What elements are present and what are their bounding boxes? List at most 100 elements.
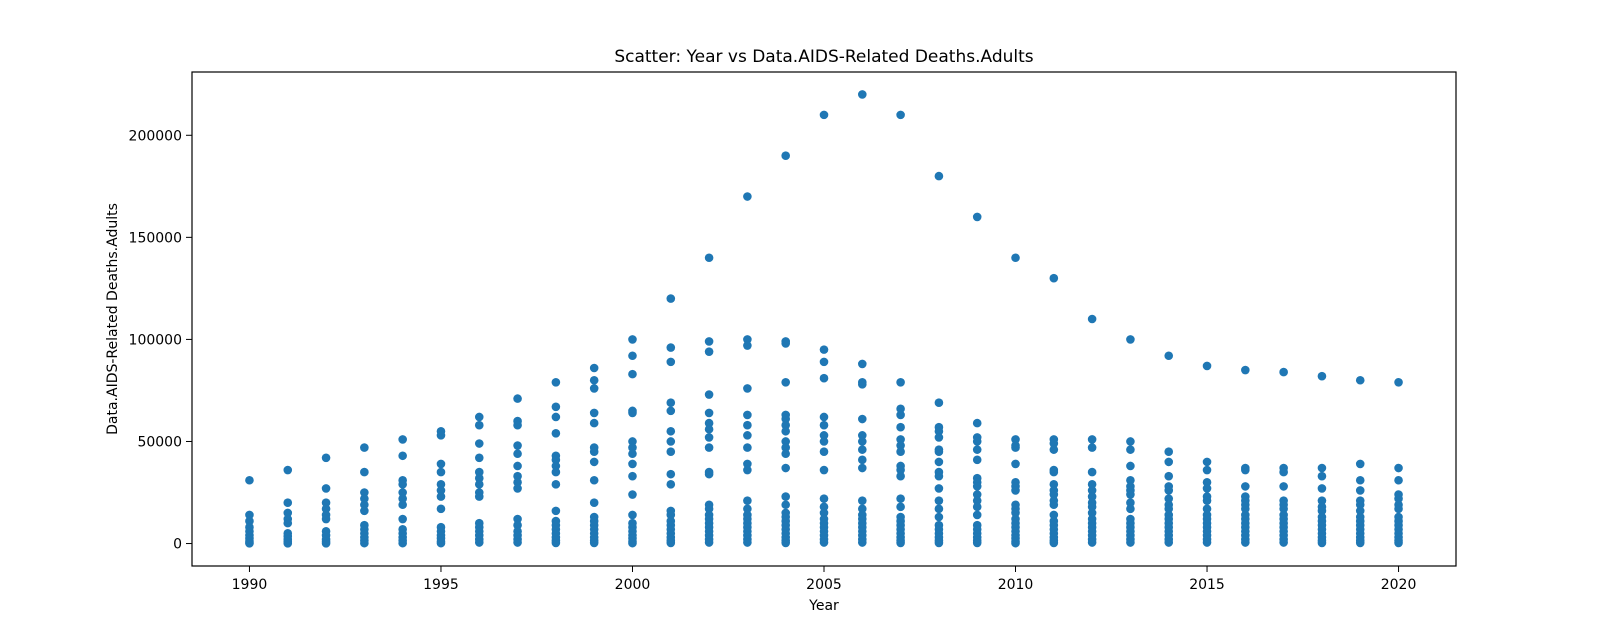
scatter-point xyxy=(858,359,867,369)
scatter-point xyxy=(704,337,714,346)
scatter-point xyxy=(896,441,905,450)
scatter-point xyxy=(1317,496,1327,505)
scatter-point xyxy=(972,510,982,520)
scatter-point xyxy=(1087,480,1097,489)
scatter-point xyxy=(1202,361,1212,371)
scatter-point xyxy=(704,408,714,418)
scatter-point xyxy=(819,447,829,456)
scatter-point xyxy=(896,494,905,503)
scatter-point xyxy=(1087,502,1097,512)
scatter-point xyxy=(819,465,829,475)
scatter-point xyxy=(1126,445,1135,454)
scatter-point xyxy=(1049,467,1059,477)
scatter-point xyxy=(896,447,905,456)
scatter-point xyxy=(398,494,407,503)
scatter-point xyxy=(896,410,905,420)
scatter-point xyxy=(1317,463,1327,473)
scatter-point xyxy=(1126,461,1135,471)
scatter-point xyxy=(781,538,790,548)
scatter-point xyxy=(781,443,790,452)
scatter-point xyxy=(743,335,752,344)
scatter-point xyxy=(666,510,676,520)
scatter-point xyxy=(1241,538,1250,547)
scatter-point xyxy=(666,447,676,456)
scatter-point xyxy=(628,538,637,548)
scatter-point xyxy=(666,294,676,303)
scatter-point xyxy=(704,443,714,452)
scatter-point xyxy=(551,461,561,471)
scatter-point xyxy=(360,488,369,497)
scatter-point xyxy=(321,484,331,493)
scatter-point xyxy=(666,469,676,479)
scatter-point xyxy=(321,498,331,508)
scatter-point xyxy=(1011,459,1020,469)
scatter-point xyxy=(743,420,752,430)
scatter-point xyxy=(1394,475,1403,485)
scatter-point xyxy=(1394,494,1403,503)
scatter-point xyxy=(474,453,484,463)
scatter-point xyxy=(474,492,484,501)
scatter-point xyxy=(589,408,599,418)
scatter-point xyxy=(283,508,293,518)
scatter-point xyxy=(934,538,944,548)
scatter-point xyxy=(398,488,407,497)
scatter-point xyxy=(1049,439,1059,448)
scatter-point xyxy=(1087,508,1097,518)
scatter-point xyxy=(704,347,714,356)
scatter-point xyxy=(743,431,752,440)
scatter-point xyxy=(858,496,867,505)
plot-area-frame xyxy=(191,71,1457,567)
scatter-point xyxy=(858,463,867,473)
scatter-point xyxy=(704,390,714,399)
scatter-point xyxy=(1049,538,1059,548)
scatter-point xyxy=(1164,457,1174,467)
scatter-point xyxy=(972,502,982,512)
scatter-point xyxy=(972,418,982,428)
scatter-point xyxy=(1011,486,1020,495)
scatter-point xyxy=(436,467,446,477)
scatter-point xyxy=(513,478,522,487)
scatter-point xyxy=(1087,314,1097,324)
scatter-point xyxy=(589,447,599,456)
scatter-point xyxy=(1011,508,1020,518)
scatter-point xyxy=(1011,443,1020,452)
scatter-point xyxy=(819,420,829,430)
scatter-point xyxy=(743,341,752,350)
scatter-point xyxy=(474,412,484,422)
scatter-point xyxy=(972,212,982,222)
scatter-point xyxy=(934,471,944,481)
scatter-point xyxy=(1355,459,1365,469)
scatter-point xyxy=(551,377,561,387)
x-tick-label: 2000 xyxy=(615,577,651,593)
scatter-point xyxy=(551,402,561,412)
scatter-point xyxy=(360,467,369,477)
scatter-point xyxy=(513,514,522,524)
scatter-point xyxy=(1087,486,1097,495)
scatter-point xyxy=(321,539,331,548)
scatter-point xyxy=(1394,377,1403,387)
scatter-point xyxy=(781,414,790,424)
x-tick-label: 2020 xyxy=(1381,577,1417,593)
scatter-point xyxy=(743,504,752,514)
scatter-point xyxy=(1202,496,1212,505)
scatter-point xyxy=(1126,490,1135,499)
scatter-point xyxy=(858,445,867,454)
scatter-point xyxy=(858,504,867,514)
scatter-point xyxy=(360,494,369,503)
scatter-point xyxy=(1011,253,1020,263)
scatter-point xyxy=(972,538,982,548)
scatter-point xyxy=(398,538,407,548)
scatter-point xyxy=(513,461,522,471)
scatter-point xyxy=(1202,484,1212,493)
scatter-point xyxy=(436,504,446,514)
scatter-point xyxy=(1394,538,1403,548)
scatter-point xyxy=(934,398,944,407)
scatter-point xyxy=(896,404,905,414)
scatter-point xyxy=(743,410,752,420)
scatter-point xyxy=(781,492,790,501)
scatter-point xyxy=(628,471,637,481)
scatter-point xyxy=(245,510,254,520)
scatter-point xyxy=(589,475,599,485)
scatter-point xyxy=(1279,367,1288,377)
